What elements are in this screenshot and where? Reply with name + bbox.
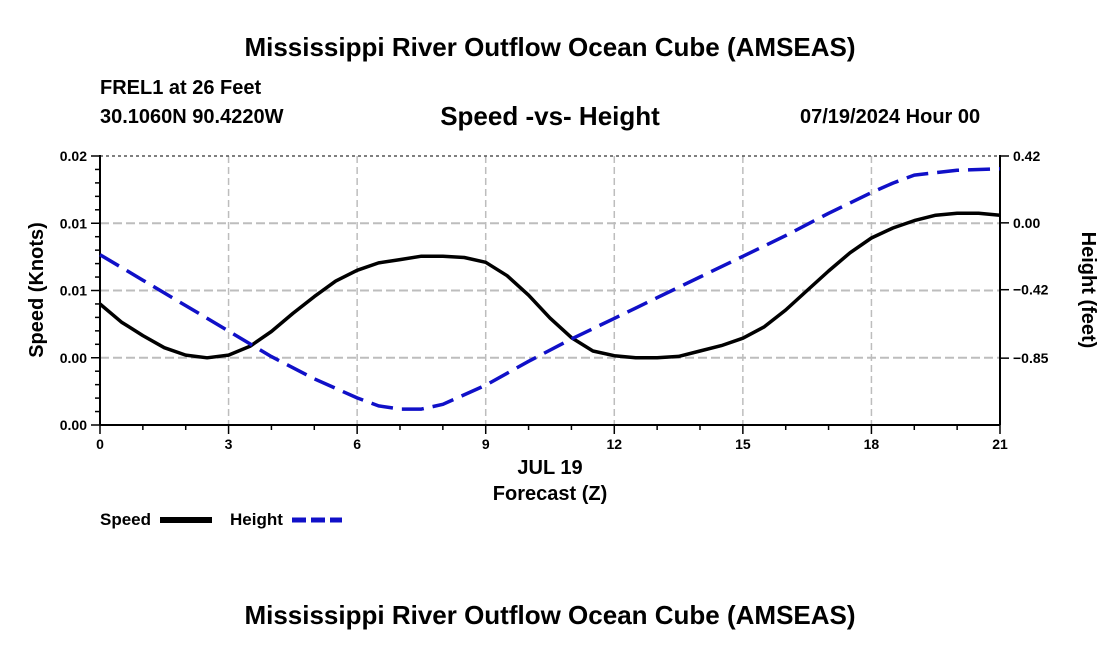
y-tick-label: 0.02 — [60, 148, 87, 164]
legend: Speed Height — [100, 510, 342, 529]
footer-title: Mississippi River Outflow Ocean Cube (AM… — [244, 600, 856, 630]
x-axis-date-label: JUL 19 — [517, 457, 582, 479]
y2-tick-label: 0.42 — [1013, 148, 1040, 164]
x-tick-label: 12 — [606, 436, 622, 452]
station-label: FREL1 at 26 Feet — [100, 77, 262, 99]
legend-speed-label: Speed — [100, 510, 151, 529]
y2-axis-label: Height (feet) — [1077, 232, 1099, 349]
x-tick-label: 0 — [96, 436, 104, 452]
station-coordinates: 30.1060N 90.4220W — [100, 106, 284, 128]
x-axis-label: Forecast (Z) — [493, 483, 607, 505]
plot-title: Speed -vs- Height — [440, 101, 660, 131]
y-axis-label: Speed (Knots) — [26, 222, 48, 358]
y2-tick-label: 0.00 — [1013, 215, 1040, 231]
speed-series-line — [98, 211, 1001, 360]
y2-tick-label: −0.42 — [1013, 282, 1049, 298]
legend-height-label: Height — [230, 510, 283, 529]
forecast-date: 07/19/2024 Hour 00 — [800, 106, 981, 128]
x-tick-label: 9 — [482, 436, 490, 452]
x-tick-label: 6 — [353, 436, 361, 452]
height-series-line — [99, 166, 1001, 411]
y-tick-label: 0.01 — [60, 215, 87, 231]
x-tick-label: 3 — [225, 436, 233, 452]
y-tick-label: 0.00 — [60, 350, 87, 366]
x-tick-label: 21 — [992, 436, 1008, 452]
grid — [100, 155, 1000, 425]
ticks: 0 3 6 9 12 15 18 21 0.00 0.00 0.01 0.01 0.02 0.42 0.00… — [60, 148, 1049, 452]
x-tick-label: 18 — [864, 436, 880, 452]
y2-tick-label: −0.85 — [1013, 350, 1049, 366]
y-tick-label: 0.01 — [60, 283, 87, 299]
y-tick-label: 0.00 — [60, 417, 87, 433]
x-tick-label: 15 — [735, 436, 751, 452]
series-layer — [98, 166, 1001, 411]
chart-main-title: Mississippi River Outflow Ocean Cube (AM… — [244, 32, 856, 62]
